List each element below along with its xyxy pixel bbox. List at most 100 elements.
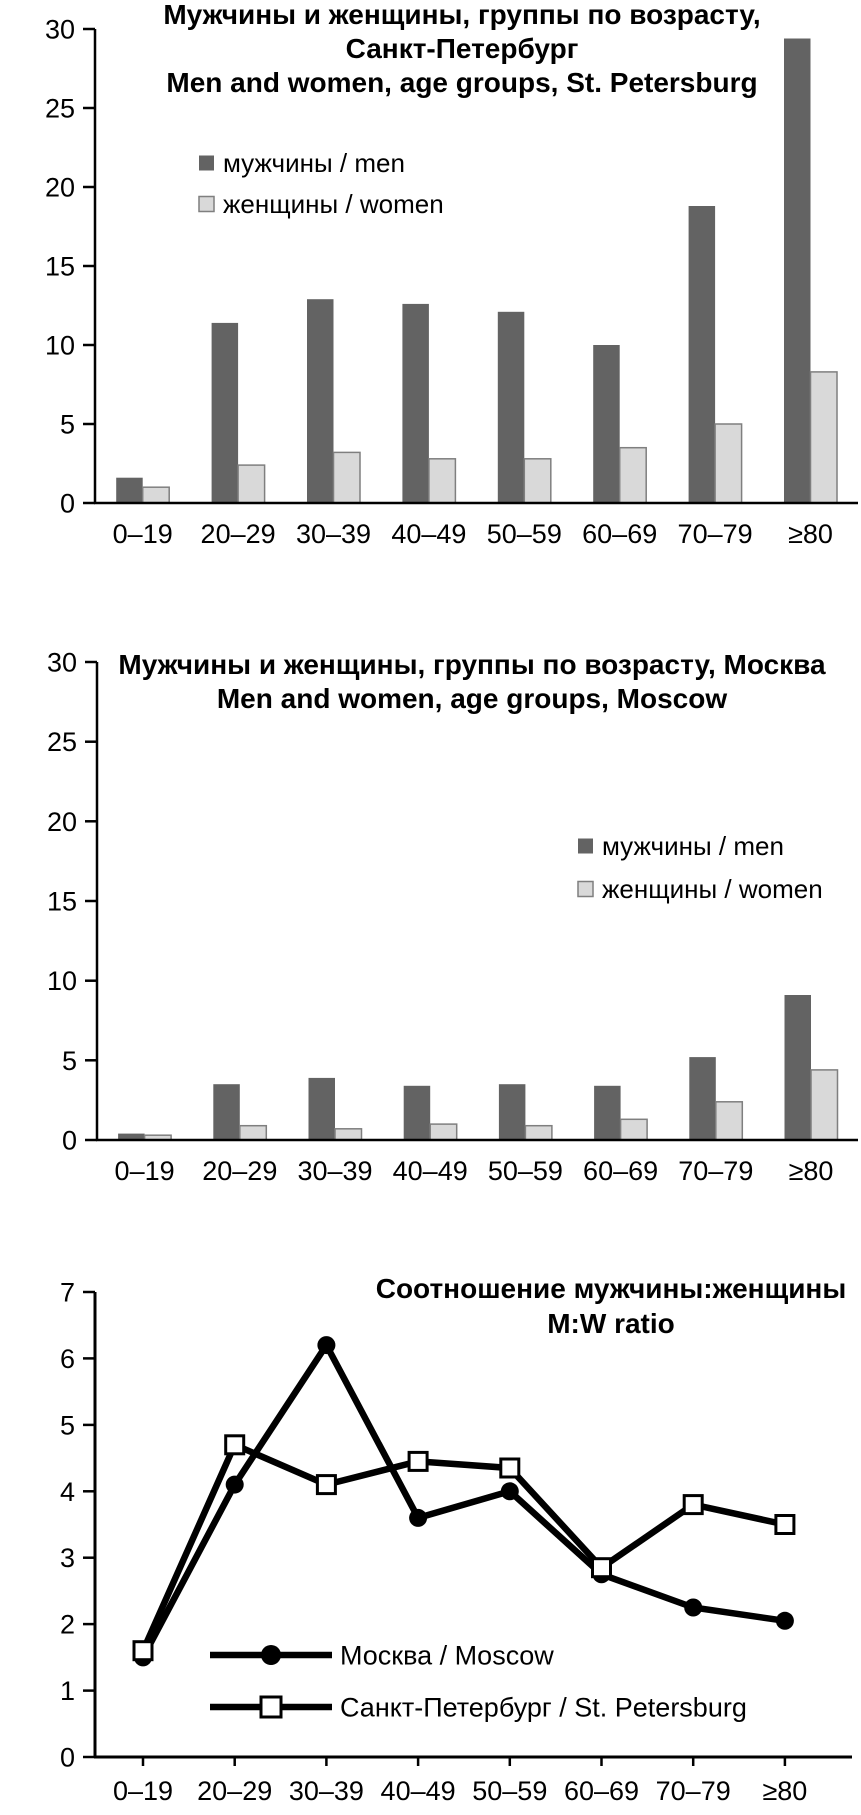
y-tick-label: 0 (60, 1742, 75, 1772)
chart-title-line: Men and women, age groups, St. Petersbur… (166, 67, 757, 98)
square-marker (132, 1640, 154, 1662)
chart-title-line: Мужчины и женщины, группы по возрасту, М… (118, 649, 826, 680)
y-tick-label: 3 (60, 1543, 75, 1573)
legend-swatch (199, 155, 214, 171)
bar-men (213, 1084, 240, 1140)
bar-men (594, 1085, 621, 1140)
circle-marker (225, 1475, 244, 1494)
x-category-label: 70–79 (678, 519, 753, 549)
bar-women (429, 1123, 458, 1141)
bar-men (689, 1057, 716, 1140)
square-marker (682, 1494, 704, 1516)
bar-men (118, 1133, 145, 1140)
chart-title-line: Санкт-Петербург (346, 33, 579, 64)
square-marker (259, 1695, 283, 1719)
circle-marker (409, 1508, 428, 1527)
square-marker (407, 1450, 429, 1472)
bar-men (498, 1084, 526, 1140)
x-category-label: 50–59 (472, 1776, 547, 1806)
bar-women (618, 446, 647, 504)
legend-swatch (577, 880, 594, 898)
legend-label: Москва / Moscow (340, 1640, 554, 1670)
bar-men (116, 477, 143, 503)
bar-women (809, 371, 838, 504)
spb-bar-chart: 0 5 10 15 20 25 30 0–19 20–29 30–39 40–49 50–59 60–6… (45, 0, 858, 549)
chart-title-line: Соотношение мужчины:женщины (376, 1273, 847, 1304)
legend-label: женщины / women (602, 874, 823, 904)
bar-men (593, 345, 620, 503)
bar-women (237, 464, 266, 504)
y-tick-label: 30 (45, 14, 75, 44)
y-tick-label: 2 (60, 1610, 75, 1640)
bar-women (428, 458, 457, 504)
y-tick-label: 15 (45, 251, 75, 281)
bar-women (141, 486, 170, 504)
y-tick-label: 25 (45, 93, 75, 123)
bar-men (307, 299, 334, 503)
circle-marker (500, 1482, 519, 1501)
y-tick-label: 15 (47, 886, 77, 916)
x-category-label: 60–69 (564, 1776, 639, 1806)
x-category-label: ≥80 (788, 519, 833, 549)
x-category-label: ≥80 (789, 1156, 834, 1186)
moscow-bar-chart: 0 5 10 15 20 25 30 0–19 20–29 30–39 40–49 50–59 60–6… (47, 647, 858, 1186)
x-category-label: ≥80 (762, 1776, 807, 1806)
bar-women (619, 1118, 648, 1141)
x-category-label: 20–29 (202, 1156, 277, 1186)
circle-marker (684, 1598, 703, 1617)
x-category-label: 30–39 (289, 1776, 364, 1806)
y-tick-label: 5 (60, 1410, 75, 1440)
x-category-label: 40–49 (381, 1776, 456, 1806)
bar-women (715, 1101, 744, 1141)
legend-label: Санкт-Петербург / St. Petersburg (340, 1692, 747, 1722)
x-category-label: 0–19 (113, 1776, 173, 1806)
bar-men (497, 311, 525, 503)
y-tick-label: 20 (47, 807, 77, 837)
bar-women (714, 423, 743, 504)
legend-swatch (578, 838, 593, 854)
square-marker (224, 1434, 246, 1456)
bar-men (403, 1085, 431, 1140)
legend-label: мужчины / men (602, 831, 784, 861)
bar-women (810, 1069, 839, 1141)
x-category-label: 40–49 (391, 519, 466, 549)
x-category-label: 0–19 (115, 1156, 175, 1186)
y-tick-label: 10 (47, 966, 77, 996)
y-tick-label: 0 (60, 488, 75, 518)
bar-women (523, 458, 552, 504)
x-category-label: 60–69 (582, 519, 657, 549)
y-tick-label: 5 (62, 1046, 77, 1076)
y-tick-label: 5 (60, 409, 75, 439)
square-marker (591, 1557, 612, 1579)
bar-men (784, 38, 811, 503)
square-marker (774, 1514, 796, 1535)
bar-women (239, 1124, 268, 1141)
x-category-label: 20–29 (201, 519, 276, 549)
bar-women (332, 451, 361, 504)
y-tick-label: 30 (47, 647, 77, 677)
series-line-0 (140, 1338, 786, 1659)
circle-marker (317, 1336, 336, 1355)
x-category-label: 40–49 (393, 1156, 468, 1186)
y-tick-label: 20 (45, 172, 75, 202)
circle-marker (775, 1611, 794, 1630)
bar-men (211, 322, 239, 503)
y-tick-label: 10 (45, 330, 75, 360)
y-tick-label: 4 (60, 1477, 75, 1507)
bar-men (402, 303, 429, 503)
bar-men (784, 995, 811, 1140)
y-tick-label: 7 (60, 1277, 75, 1307)
chart-title-line: Men and women, age groups, Moscow (217, 683, 727, 714)
x-category-label: 20–29 (197, 1776, 272, 1806)
y-tick-label: 1 (60, 1676, 75, 1706)
x-category-label: 50–59 (487, 519, 562, 549)
y-tick-label: 0 (62, 1125, 77, 1155)
series-line-1 (140, 1440, 786, 1653)
x-category-label: 50–59 (488, 1156, 563, 1186)
y-tick-label: 6 (60, 1344, 75, 1374)
x-category-label: 70–79 (656, 1776, 731, 1806)
chart-title-line: Мужчины и женщины, группы по возрасту, (163, 0, 760, 30)
bar-women (334, 1128, 363, 1141)
